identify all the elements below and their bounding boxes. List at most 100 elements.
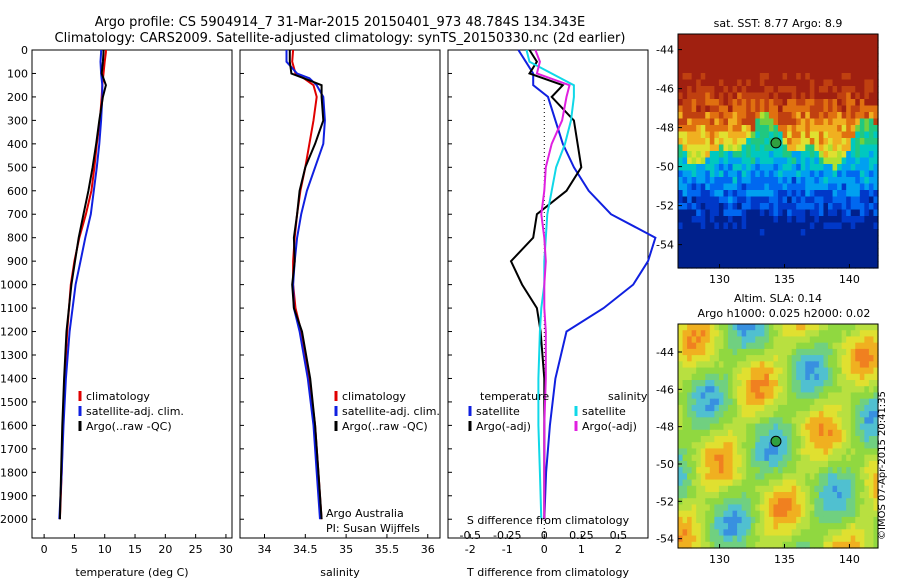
map-cell xyxy=(818,398,825,406)
map-cell xyxy=(691,170,697,178)
map-cell xyxy=(737,125,743,133)
map-cell xyxy=(750,330,756,338)
map-cell xyxy=(873,203,879,211)
map-cell xyxy=(823,404,829,412)
map-cell xyxy=(787,411,793,418)
series-line-argo xyxy=(288,50,325,520)
map-cell xyxy=(741,131,747,139)
map-cell xyxy=(709,386,715,394)
map-cell xyxy=(832,336,838,344)
map-cell xyxy=(855,92,861,100)
map-cell xyxy=(868,118,875,126)
map-cell xyxy=(832,523,838,530)
map-cell xyxy=(687,112,693,120)
map-cell xyxy=(778,361,784,369)
map-cell xyxy=(696,47,702,55)
map-cell xyxy=(846,86,852,94)
map-cell xyxy=(768,164,775,172)
map-cell xyxy=(764,498,770,506)
map-cell xyxy=(832,467,838,474)
map-cell xyxy=(828,53,834,61)
map-cell xyxy=(691,342,697,350)
map-cell xyxy=(755,170,761,178)
map-cell xyxy=(737,504,743,512)
map-cell xyxy=(800,73,806,81)
map-cell xyxy=(773,386,779,394)
map-cell xyxy=(800,235,806,243)
map-cell xyxy=(746,448,752,456)
map-cell xyxy=(868,255,875,263)
map-cell xyxy=(687,448,693,456)
map-cell xyxy=(828,157,834,165)
map-cell xyxy=(859,105,865,113)
map-cell xyxy=(691,112,697,120)
map-cell xyxy=(850,324,856,331)
map-cell xyxy=(778,380,784,387)
map-cell xyxy=(832,138,838,146)
map-cell xyxy=(705,47,711,55)
map-cell xyxy=(768,170,775,178)
map-cell xyxy=(809,261,815,269)
map-cell xyxy=(687,131,693,139)
map-cell xyxy=(705,209,711,217)
map-cell xyxy=(755,131,761,139)
map-cell xyxy=(705,411,711,418)
map-cell xyxy=(805,373,811,381)
map-cell xyxy=(750,448,756,456)
map-cell xyxy=(796,53,802,61)
map-cell xyxy=(755,53,761,61)
map-cell xyxy=(841,47,847,55)
map-cell xyxy=(700,423,706,431)
map-cell xyxy=(691,79,697,87)
map-cell xyxy=(741,492,747,499)
map-cell xyxy=(768,125,775,133)
map-cell xyxy=(782,229,788,237)
map-cell xyxy=(678,53,684,61)
map-cell xyxy=(714,417,720,425)
map-cell xyxy=(768,118,775,126)
map-cell xyxy=(700,529,706,537)
map-cell xyxy=(823,510,829,518)
map-cell xyxy=(691,411,697,418)
map-cell xyxy=(818,473,825,481)
map-cell xyxy=(841,86,847,94)
map-cell xyxy=(678,504,684,512)
map-cell xyxy=(746,361,752,369)
map-cell xyxy=(755,118,761,126)
map-cell xyxy=(764,479,770,487)
map-cell xyxy=(759,485,765,493)
map-cell xyxy=(755,79,761,87)
map-cell xyxy=(850,164,856,172)
map-cell xyxy=(759,342,765,350)
map-cell xyxy=(832,242,838,250)
map-cell xyxy=(691,144,697,152)
map-cell xyxy=(768,473,775,481)
map-cell xyxy=(718,473,725,481)
map-cell xyxy=(714,324,720,331)
map-cell xyxy=(873,529,879,537)
map-cell xyxy=(791,105,797,113)
map-cell xyxy=(714,342,720,350)
map-cell xyxy=(805,118,811,126)
map-cell xyxy=(746,523,752,530)
map-cell xyxy=(805,336,811,344)
map-cell xyxy=(728,529,734,537)
map-cell xyxy=(750,510,756,518)
map-cell xyxy=(714,510,720,518)
map-cell xyxy=(728,138,734,146)
map-cell xyxy=(682,66,688,74)
map-cell xyxy=(691,336,697,344)
map-cell xyxy=(791,367,797,375)
map-cell xyxy=(823,105,829,113)
map-cell xyxy=(700,79,706,87)
map-cell xyxy=(732,92,738,100)
map-cell xyxy=(746,417,752,425)
map-cell xyxy=(868,380,875,387)
map-cell xyxy=(741,216,747,224)
map-cell xyxy=(687,436,693,443)
map-cell xyxy=(746,460,752,468)
map-cell xyxy=(714,131,720,139)
map-cell xyxy=(837,386,843,394)
map-cell xyxy=(696,448,702,456)
